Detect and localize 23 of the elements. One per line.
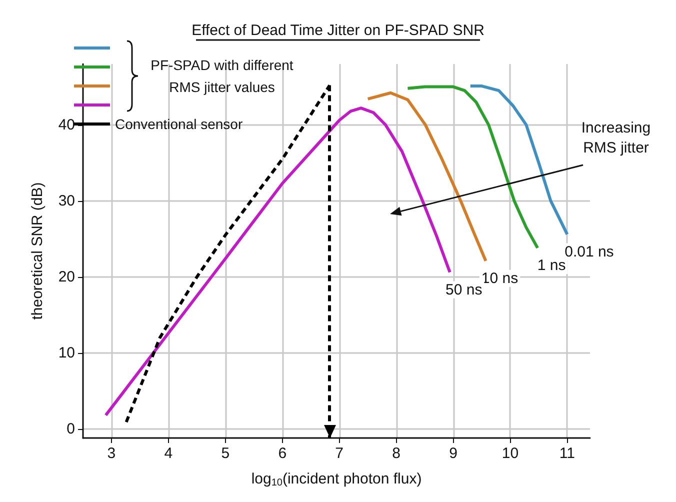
series-label: 50 ns (446, 281, 482, 298)
y-tick-label: 40 (58, 116, 75, 134)
x-tick-label: 6 (278, 445, 287, 462)
series-label: 1 ns (537, 256, 566, 274)
x-tick-label: 10 (502, 445, 519, 462)
legend-title: PF-SPAD with different RMS jitter values (150, 57, 294, 95)
y-tick-label: 0 (66, 420, 75, 438)
x-tick-label: 11 (559, 445, 576, 462)
x-tick-label: 5 (221, 445, 230, 462)
chart-title: Effect of Dead Time Jitter on PF-SPAD SNR (192, 22, 485, 39)
x-tick-label: 7 (335, 445, 344, 462)
y-tick-label: 10 (58, 344, 75, 362)
series-label: 10 ns (481, 270, 518, 287)
y-tick-label: 30 (58, 192, 75, 210)
series-label: 0.01 ns (564, 243, 614, 260)
annotation: Increasing RMS jitter (581, 120, 651, 156)
x-tick-label: 4 (164, 445, 173, 462)
x-tick-label: 8 (392, 445, 400, 462)
legend-label: Conventional sensor (115, 116, 243, 132)
y-axis-title: theoretical SNR (dB) (29, 182, 46, 320)
x-tick-label: 3 (107, 445, 116, 462)
x-tick-label: 9 (449, 445, 458, 462)
y-tick-label: 20 (58, 268, 75, 286)
